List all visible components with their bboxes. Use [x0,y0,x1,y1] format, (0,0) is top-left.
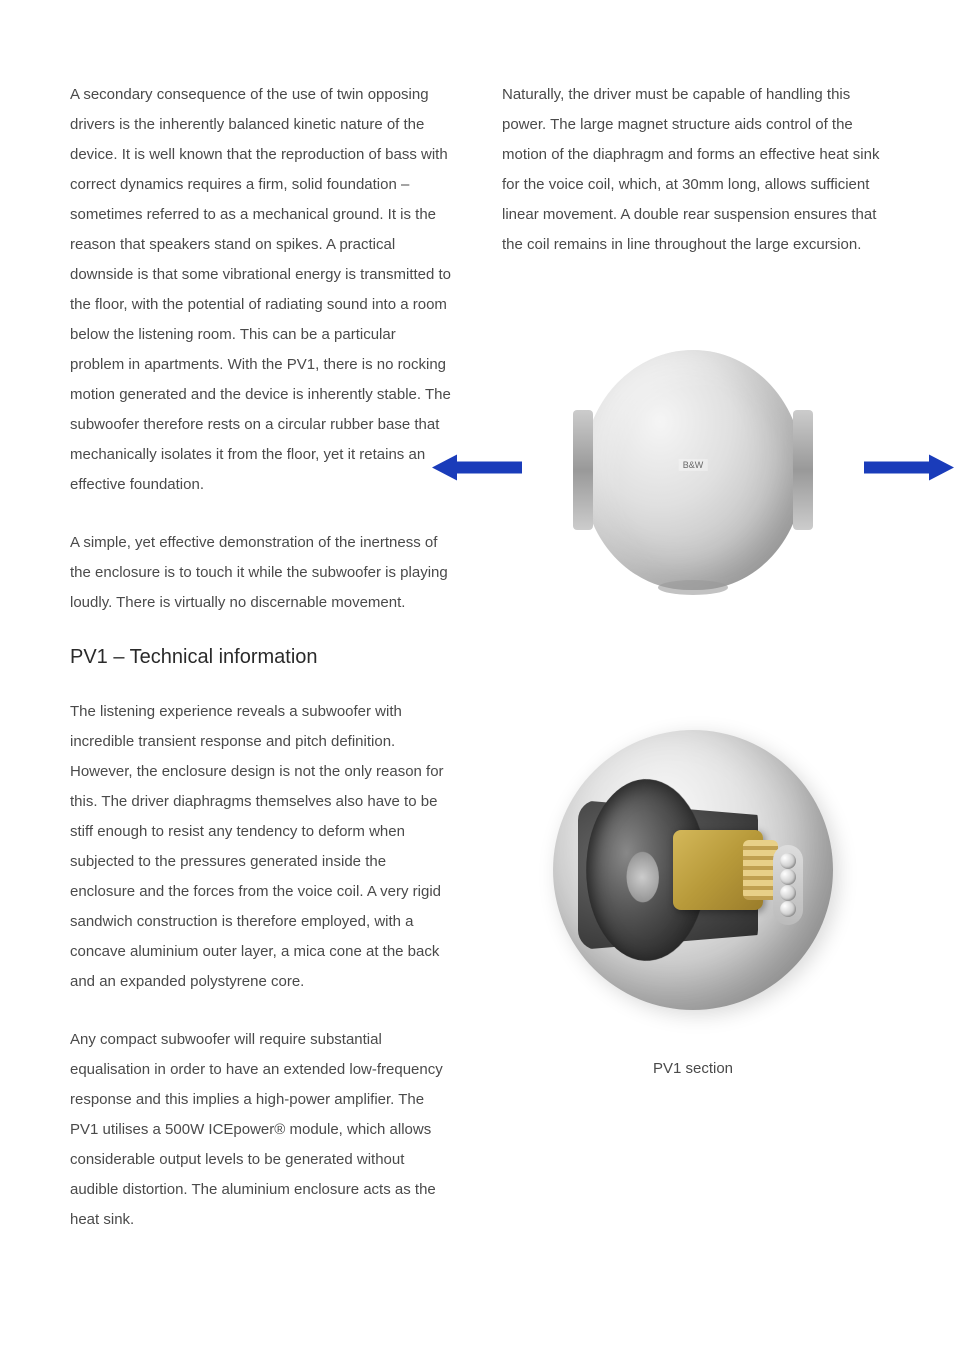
paragraph-3: The listening experience reveals a subwo… [70,697,452,997]
sphere-product-image: B&W [583,350,803,590]
control-dial-1 [780,853,796,869]
right-column: Naturally, the driver must be capable of… [502,80,884,1263]
figure-2-container [502,700,884,1040]
figure-1-container: B&W [502,320,884,620]
cutaway-sphere-image [553,730,833,1010]
paragraph-4: Any compact subwoofer will require subst… [70,1025,452,1235]
paragraph-5: Naturally, the driver must be capable of… [502,80,884,260]
driver-dustcap [627,851,659,903]
driver-left [573,410,593,530]
magnet-assembly [673,830,763,910]
page-content: A secondary consequence of the use of tw… [70,80,884,1263]
figure-2-caption: PV1 section [502,1060,884,1077]
control-dial-3 [780,885,796,901]
control-dial-4 [780,901,796,917]
section-heading: PV1 – Technical information [70,646,452,669]
paragraph-1: A secondary consequence of the use of tw… [70,80,452,500]
product-arrows-figure: B&W [502,320,884,620]
arrow-right-icon [864,453,954,488]
control-panel [773,845,803,925]
control-dial-2 [780,869,796,885]
left-column: A secondary consequence of the use of tw… [70,80,452,1263]
paragraph-2: A simple, yet effective demonstration of… [70,528,452,618]
arrow-left-icon [432,453,522,488]
driver-right [793,410,813,530]
product-brand-label: B&W [679,459,708,471]
